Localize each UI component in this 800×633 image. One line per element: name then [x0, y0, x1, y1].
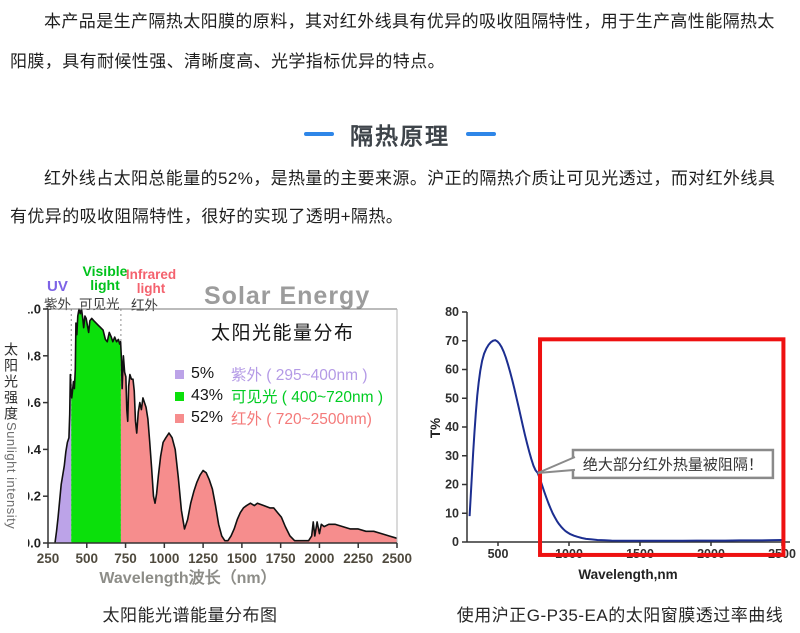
svg-text:250: 250 [37, 551, 60, 566]
legend-label-infrared: 红外 ( 720~2500nm) [231, 411, 372, 428]
svg-text:0.2: 0.2 [28, 489, 41, 504]
principle-paragraph: 红外线占太阳总能量的52%，是热量的主要来源。沪正的隔热介质让可见光透过，而对红… [10, 169, 776, 226]
svg-text:T%: T% [430, 418, 443, 438]
legend-swatch-infrared [175, 413, 184, 423]
legend-percent-infrared: 52% [191, 409, 224, 426]
solar-spectrum-chart: UV 紫外 Visible light 可见光 Infrared light 红… [0, 262, 430, 594]
legend-item-visible: 43% 可见光 ( 400~720nm ) [175, 385, 383, 407]
svg-text:60: 60 [445, 363, 459, 377]
svg-text:1.0: 1.0 [28, 302, 41, 317]
svg-text:500: 500 [76, 551, 99, 566]
solar-spectrum-svg: 0.0 0.2 0.4 0.6 0.8 1.0 250 500 750 1000 1250 1500 1… [28, 302, 412, 588]
svg-text:1250: 1250 [188, 551, 218, 566]
svg-text:50: 50 [445, 391, 459, 405]
svg-text:1500: 1500 [227, 551, 257, 566]
svg-text:2500: 2500 [382, 551, 412, 566]
legend-swatch-visible [175, 391, 184, 401]
heading-dash-left [304, 132, 334, 136]
band-label-uv-zh: 紫外 [44, 297, 71, 312]
band-label-visible-en: Visible light [82, 263, 128, 293]
chart-title: Solar Energy [204, 282, 371, 310]
svg-text:Wavelength波长（nm）: Wavelength波长（nm） [99, 568, 276, 587]
svg-text:30: 30 [445, 449, 459, 463]
chart-subtitle: 太阳光能量分布 [211, 323, 355, 344]
svg-text:20: 20 [445, 478, 459, 492]
y-axis-label-en: Sunlight intensity [4, 422, 19, 530]
svg-text:1750: 1750 [266, 551, 296, 566]
intro-paragraph: 本产品是生产隔热太阳膜的原料，其对红外线具有优异的吸收阻隔特性，用于生产高性能隔… [10, 12, 775, 71]
legend-label-uv: 紫外 ( 295~400nm ) [231, 367, 368, 384]
svg-text:10: 10 [445, 506, 459, 520]
heading-dash-right [466, 132, 496, 136]
svg-text:750: 750 [114, 551, 137, 566]
legend-item-infrared: 52% 红外 ( 720~2500nm) [175, 407, 383, 429]
chart-legend: 5% 紫外 ( 295~400nm ) 43% 可见光 ( 400~720nm … [175, 363, 383, 429]
svg-text:1000: 1000 [149, 551, 179, 566]
legend-item-uv: 5% 紫外 ( 295~400nm ) [175, 363, 383, 385]
svg-text:2000: 2000 [304, 551, 334, 566]
legend-percent-visible: 43% [191, 387, 224, 404]
y-axis-label-left-chart: 太阳光强度Sunlight intensity [1, 342, 21, 572]
svg-text:40: 40 [445, 420, 459, 434]
svg-text:0.4: 0.4 [28, 442, 42, 457]
band-label-infrared-en: Infrared light [125, 267, 177, 296]
section-title: 隔热原理 [350, 123, 450, 149]
right-chart-caption: 使用沪正G-P35-EA的太阳窗膜透过率曲线 [456, 606, 784, 625]
transmittance-chart: 0 10 20 30 40 50 60 70 80 500 1000 1500 2000 2500 T% Wa… [430, 300, 800, 600]
svg-text:80: 80 [445, 305, 459, 319]
svg-text:70: 70 [445, 334, 459, 348]
band-label-visible-zh: 可见光 [79, 297, 120, 312]
svg-text:Wavelength,nm: Wavelength,nm [578, 567, 677, 582]
svg-text:0.8: 0.8 [28, 348, 41, 363]
section-heading: 隔热原理 [0, 116, 800, 152]
svg-text:500: 500 [488, 547, 509, 561]
legend-label-visible: 可见光 ( 400~720nm ) [231, 389, 384, 406]
legend-swatch-uv [175, 369, 184, 379]
svg-text:0.0: 0.0 [28, 536, 41, 551]
left-chart-caption: 太阳能光谱能量分布图 [102, 606, 278, 625]
band-label-uv-en: UV [47, 278, 68, 295]
svg-text:0: 0 [452, 535, 459, 549]
svg-text:0.6: 0.6 [28, 395, 41, 410]
svg-text:绝大部分红外热量被阻隔！: 绝大部分红外热量被阻隔！ [583, 456, 763, 473]
legend-percent-uv: 5% [191, 365, 215, 382]
y-axis-label-zh: 太阳光强度 [3, 342, 19, 422]
svg-text:2250: 2250 [343, 551, 373, 566]
